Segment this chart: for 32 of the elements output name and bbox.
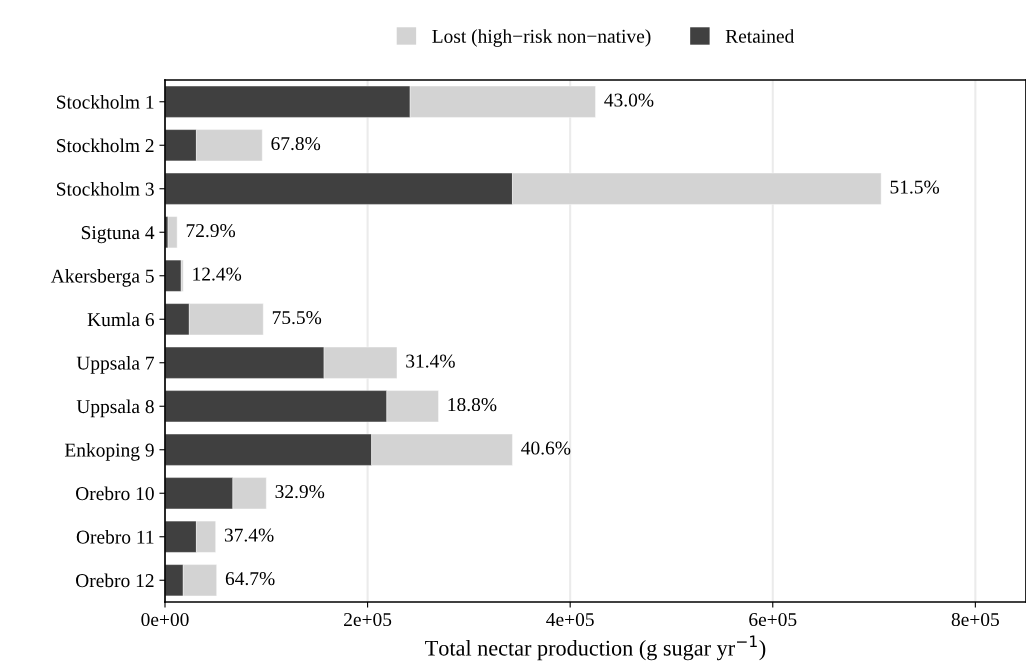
legend-label: Retained [725, 29, 795, 43]
y-tick-label: Stockholm 3 [57, 182, 154, 196]
y-tick-label: Orebro 11 [76, 530, 154, 544]
annotation: 12.4% [193, 267, 242, 281]
annotation: 72.9% [186, 224, 236, 238]
annotation: 18.8% [448, 398, 497, 412]
x-tick-label: 0e+00 [141, 612, 189, 627]
y-tick-label: Kumla 6 [87, 312, 154, 327]
y-tick-label: Uppsala 7 [76, 356, 155, 374]
y-tick-label: Orebro 10 [76, 486, 154, 501]
x-tick-label: 4e+05 [546, 612, 594, 627]
y-tick-label: Stockholm 1 [57, 95, 154, 109]
y-tick-label: Sigtuna 4 [81, 226, 155, 244]
legend-label: Lost (high−risk non−native) [432, 29, 651, 47]
x-tick-label: 8e+05 [951, 612, 999, 627]
annotation: 64.7% [225, 572, 275, 586]
annotation: 37.4% [224, 528, 274, 542]
y-tick-label: Enkoping 9 [64, 443, 154, 461]
y-tick-label: Uppsala 8 [76, 399, 154, 418]
x-tick-label: 2e+05 [344, 612, 392, 627]
annotation: 32.9% [275, 485, 325, 499]
annotation: 40.6% [521, 441, 571, 455]
y-tick-label: Akersberga 5 [50, 269, 154, 287]
annotation: 31.4% [406, 354, 455, 368]
x-axis-title: Total nectar production (g sugar yr$^{−1}$) [425, 635, 766, 661]
y-tick-label: Orebro 12 [76, 573, 154, 588]
annotation: 67.8% [271, 137, 321, 151]
y-tick-label: Stockholm 2 [57, 138, 154, 153]
annotation: 51.5% [890, 180, 940, 194]
annotation: 43.0% [604, 93, 654, 107]
x-tick-label: 6e+05 [749, 612, 797, 627]
annotation: 75.5% [272, 311, 322, 325]
